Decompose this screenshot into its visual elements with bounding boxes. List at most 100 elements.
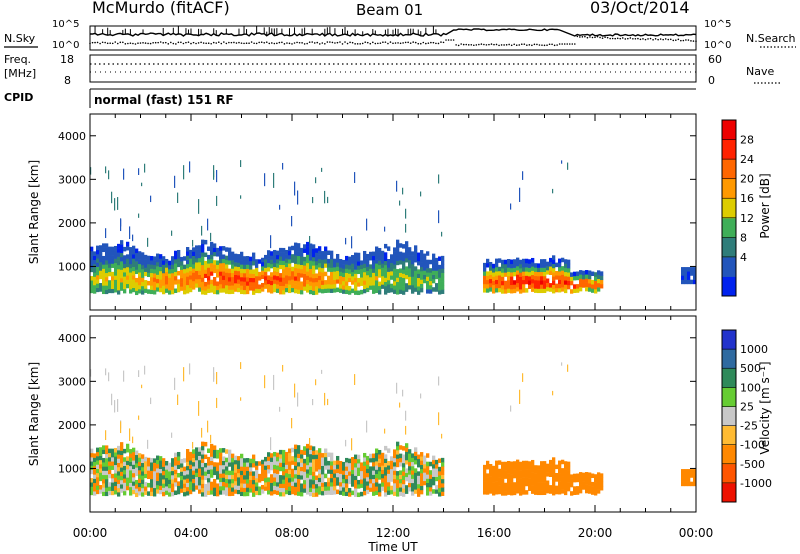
- velocity-cell: [435, 468, 439, 473]
- velocity-cell: [90, 478, 94, 483]
- velocity-cell: [375, 469, 379, 475]
- power-cell: [339, 263, 343, 268]
- velocity-cell: [186, 449, 190, 454]
- velocity-cell: [90, 482, 94, 487]
- power-cell: [192, 285, 196, 290]
- power-cell: [534, 284, 538, 289]
- velocity-cell: [357, 458, 361, 464]
- power-cell: [540, 267, 544, 273]
- velocity-cell: [90, 369, 92, 377]
- velocity-cell: [315, 379, 317, 386]
- velocity-cell: [162, 474, 166, 480]
- velocity-cell: [441, 433, 443, 439]
- velocity-cell: [507, 477, 511, 483]
- power-cell: [318, 246, 322, 251]
- power-cell: [429, 268, 433, 273]
- velocity-cell: [258, 490, 262, 496]
- power-cell: [306, 258, 310, 264]
- velocity-cell: [357, 463, 361, 468]
- power-cell: [168, 273, 172, 278]
- power-cell: [528, 263, 532, 268]
- velocity-cell: [231, 470, 235, 475]
- power-cell: [105, 289, 109, 295]
- nsearch-point: [313, 42, 316, 44]
- power-cell: [150, 264, 154, 269]
- power-cell: [324, 190, 326, 204]
- power-cell: [540, 263, 544, 268]
- power-cell: [420, 266, 424, 272]
- velocity-cell: [123, 370, 125, 382]
- power-cell: [330, 267, 334, 272]
- power-cell: [300, 252, 304, 257]
- power-cell: [417, 273, 421, 279]
- velocity-cell: [105, 430, 107, 441]
- power-cell: [231, 281, 235, 286]
- power-cell: [393, 281, 397, 286]
- power-cell: [297, 259, 301, 265]
- power-cell: [126, 279, 130, 285]
- velocity-cell: [378, 454, 382, 459]
- nsearch-point: [207, 42, 210, 45]
- power-cell: [579, 278, 583, 283]
- velocity-cell: [210, 460, 214, 466]
- power-cell: [336, 262, 340, 267]
- velocity-cell: [201, 479, 205, 484]
- velocity-cell: [516, 480, 520, 486]
- velocity-cell: [234, 459, 238, 465]
- velocity-cell: [111, 473, 115, 479]
- power-cell: [207, 275, 211, 281]
- power-cell: [537, 267, 541, 273]
- velocity-cell: [243, 491, 247, 497]
- power-cell: [501, 272, 505, 277]
- nsearch-point: [346, 42, 349, 45]
- power-cell: [366, 270, 370, 276]
- nsearch-point: [579, 36, 581, 38]
- power-cell: [579, 282, 583, 288]
- power-cell: [495, 271, 499, 276]
- velocity-cell: [330, 482, 334, 487]
- power-cell: [282, 252, 286, 257]
- power-cell: [306, 275, 310, 280]
- power-cell: [279, 256, 283, 261]
- velocity-cell: [396, 492, 400, 497]
- power-cell: [366, 258, 370, 263]
- velocity-cell: [150, 487, 154, 492]
- power-cell: [186, 259, 190, 265]
- power-cell: [486, 262, 490, 268]
- power-cell: [441, 285, 445, 290]
- nsearch-point: [111, 42, 114, 45]
- nsearch-point: [498, 44, 500, 47]
- power-cell: [390, 275, 394, 280]
- power-cell: [105, 255, 109, 261]
- velocity-cell: [252, 475, 256, 481]
- velocity-cell: [438, 479, 442, 484]
- nsearch-point: [647, 38, 649, 40]
- power-cell: [594, 272, 598, 277]
- velocity-cell: [309, 458, 313, 463]
- velocity-cell: [126, 485, 130, 491]
- power-cell: [207, 267, 211, 272]
- power-cell: [126, 262, 130, 268]
- velocity-cell: [189, 485, 193, 490]
- power-cell: [381, 280, 385, 285]
- power-cell: [303, 256, 307, 262]
- velocity-cell: [132, 485, 136, 490]
- velocity-cell: [402, 467, 406, 472]
- power-cell: [264, 263, 268, 268]
- velocity-cell: [348, 475, 352, 480]
- power-cell: [363, 263, 367, 269]
- power-cell: [93, 272, 97, 277]
- power-cell: [282, 268, 286, 274]
- velocity-cell: [144, 490, 148, 495]
- velocity-cell: [279, 406, 281, 412]
- power-cell: [429, 259, 433, 265]
- velocity-cell: [303, 467, 307, 472]
- nsearch-point: [235, 42, 238, 44]
- velocity-cell: [150, 397, 152, 405]
- power-cell: [366, 274, 370, 280]
- power-cell: [303, 273, 307, 279]
- power-cell: [153, 256, 157, 261]
- velocity-cell: [132, 489, 136, 495]
- power-cell: [132, 234, 134, 242]
